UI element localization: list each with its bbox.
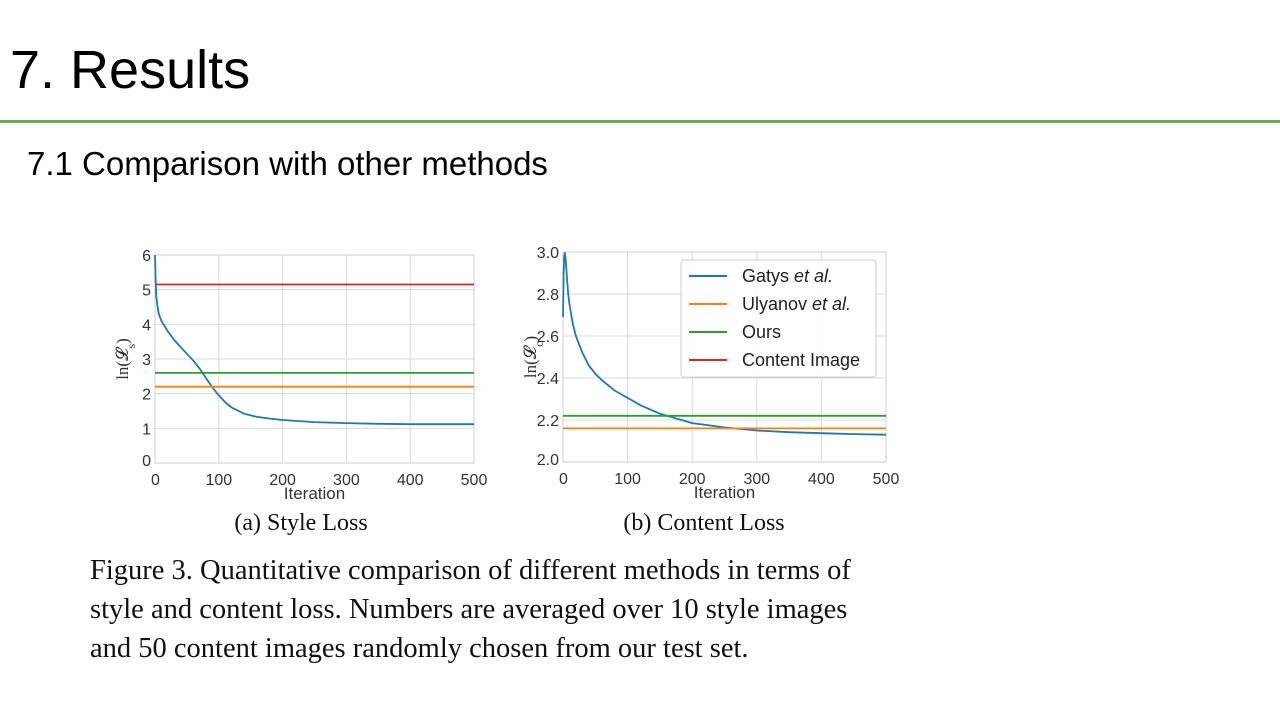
x-tick-label: 100 [205, 472, 232, 489]
legend-box [680, 259, 877, 378]
x-tick-label: 400 [397, 472, 424, 489]
x-tick-label: 500 [461, 472, 488, 489]
x-tick-label: 0 [559, 471, 568, 488]
y-axis-label: ln(𝓛s) [113, 338, 138, 380]
y-tick-label: 2.6 [537, 329, 559, 346]
slide-title: 7. Results [10, 40, 251, 100]
y-tick-label: 3 [142, 352, 151, 369]
x-tick-label: 400 [808, 471, 835, 488]
y-tick-label: 1 [142, 421, 151, 438]
caption-line: and 50 content images randomly chosen fr… [90, 633, 749, 664]
x-tick-label: 300 [333, 472, 360, 489]
y-tick-label: 2.8 [537, 287, 559, 304]
y-tick-label: 2 [142, 387, 151, 404]
subcaption: (b) Content Loss [623, 510, 784, 536]
y-axis-label: ln(𝓛c) [521, 336, 546, 378]
chart-a: 0 100 200 300 400 500 0 1 2 3 4 5 6 Iteration ln(𝓛s) (a… [113, 248, 487, 536]
legend-label: Content Image [742, 350, 860, 370]
y-tick-label: 3.0 [537, 245, 559, 262]
title-underline [0, 120, 1280, 123]
figure-caption: Figure 3. Quantitative comparison of dif… [90, 551, 950, 668]
chart-b: 0 100 200 300 400 500 2.0 2.2 2.4 2.6 2.8 3.0 Iterat… [521, 245, 899, 536]
plot-frame [154, 254, 475, 464]
legend-label-italic: et al. [812, 294, 851, 314]
y-axis-label-subscript: s [124, 344, 138, 349]
y-axis-label-main: ln(𝓛 [521, 344, 540, 378]
y-tick-label: 6 [142, 248, 151, 265]
x-tick-label: 0 [151, 472, 160, 489]
series-line-gatys-et-al [154, 254, 474, 426]
plot-frame [562, 251, 887, 463]
y-tick-label: 2.4 [537, 371, 559, 388]
series-line-gatys-et-al [562, 252, 887, 436]
legend-label: Ulyanov et al. [742, 294, 851, 314]
y-tick-label: 0 [142, 453, 151, 470]
y-tick-label: 2.2 [537, 413, 559, 430]
x-tick-label: 500 [873, 471, 900, 488]
legend-label: Ours [742, 322, 781, 342]
x-tick-label: 200 [269, 472, 296, 489]
x-tick-label: 200 [679, 471, 706, 488]
legend-label-italic: et al. [794, 266, 833, 286]
legend-label-text: Content Image [742, 350, 860, 370]
x-axis-label: Iteration [284, 484, 345, 503]
y-axis-label-subscript: c [532, 342, 546, 347]
subcaption: (a) Style Loss [234, 510, 367, 536]
section-subtitle: 7.1 Comparison with other methods [27, 145, 548, 182]
x-tick-label: 100 [614, 471, 641, 488]
y-axis-label-close: ) [113, 338, 132, 344]
legend-label-text: Ulyanov [742, 294, 812, 314]
legend-label-text: Ours [742, 322, 781, 342]
x-tick-label: 300 [743, 471, 770, 488]
x-axis-label: Iteration [694, 483, 755, 502]
y-axis-label-close: ) [521, 336, 540, 342]
legend-label-text: Gatys [742, 266, 794, 286]
y-tick-label: 5 [142, 283, 151, 300]
y-axis-label-main: ln(𝓛 [113, 346, 132, 380]
caption-line: style and content loss. Numbers are aver… [90, 594, 848, 625]
y-tick-label: 4 [142, 317, 151, 334]
caption-line: Figure 3. Quantitative comparison of dif… [90, 555, 851, 586]
legend-label: Gatys et al. [742, 266, 833, 286]
y-tick-label: 2.0 [537, 452, 559, 469]
